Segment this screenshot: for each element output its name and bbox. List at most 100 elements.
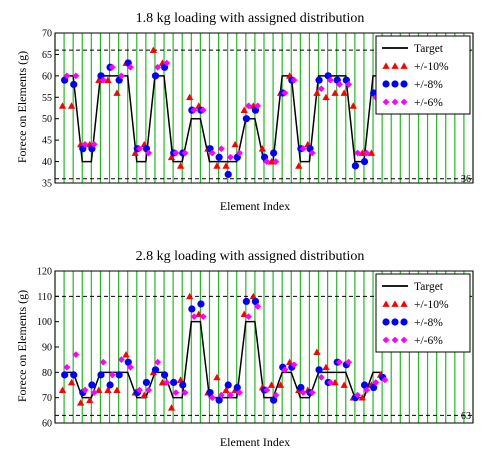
- data-point-diamond: [127, 363, 134, 371]
- data-point-diamond: [72, 351, 80, 358]
- legend: Target +/-10% +/-8% +/-6%: [375, 35, 471, 115]
- data-point-triangle: [176, 376, 185, 383]
- y-tick-label: 90: [42, 343, 52, 354]
- data-point-circle: [315, 76, 323, 84]
- data-point-diamond: [136, 386, 143, 394]
- data-point-triangle: [322, 363, 330, 371]
- data-point-triangle: [313, 89, 321, 96]
- data-point-diamond: [217, 391, 225, 399]
- data-point-diamond: [263, 386, 271, 394]
- data-point-diamond: [263, 158, 271, 165]
- reference-line-label: 36: [461, 174, 471, 185]
- data-point-circle: [251, 297, 260, 305]
- data-point-diamond: [108, 63, 116, 71]
- data-point-triangle: [140, 391, 148, 399]
- legend-swatch-diamond: [382, 336, 390, 344]
- legend-label: +/-10%: [414, 299, 449, 311]
- legend-swatch-triangle: [391, 300, 399, 307]
- data-point-diamond: [181, 389, 189, 396]
- chart-panel-2-8kg: 2.8 kg loading with assigned distributio…: [15, 249, 474, 449]
- legend-box: [375, 35, 471, 115]
- data-point-diamond: [181, 149, 189, 157]
- y-tick-label: 120: [37, 267, 52, 278]
- data-point-triangle: [95, 386, 103, 393]
- data-point-diamond: [363, 386, 371, 394]
- legend-swatch-triangle: [382, 62, 390, 69]
- y-tick-label: 110: [37, 292, 52, 303]
- data-point-triangle: [176, 162, 185, 169]
- data-point-circle: [124, 358, 132, 366]
- data-point-diamond: [381, 376, 389, 384]
- legend-label: +/-10%: [414, 61, 449, 73]
- data-point-diamond: [336, 81, 343, 88]
- data-point-circle: [270, 149, 278, 157]
- data-point-diamond: [345, 81, 352, 88]
- data-point-circle: [160, 371, 169, 379]
- data-point-triangle: [104, 76, 112, 84]
- data-point-triangle: [77, 399, 85, 406]
- legend-label: +/-6%: [414, 335, 443, 347]
- data-point-diamond: [372, 379, 380, 386]
- legend-label: +/-6%: [414, 97, 443, 109]
- legend-label: +/-8%: [414, 79, 443, 91]
- data-point-circle: [270, 396, 278, 404]
- data-point-diamond: [172, 389, 180, 396]
- data-point-triangle: [340, 381, 348, 388]
- reference-line-label: 63: [461, 411, 471, 422]
- data-point-diamond: [99, 76, 107, 84]
- data-point-diamond: [272, 158, 280, 165]
- data-point-triangle: [58, 386, 67, 393]
- data-point-circle: [297, 383, 305, 392]
- data-point-triangle: [213, 373, 221, 381]
- legend-swatch-diamond: [400, 336, 408, 344]
- data-point-triangle: [95, 76, 103, 84]
- legend-swatch-circle: [391, 80, 399, 88]
- data-point-diamond: [236, 149, 243, 157]
- data-point-circle: [151, 366, 160, 374]
- data-point-circle: [70, 371, 78, 379]
- data-point-triangle: [86, 396, 94, 404]
- data-point-circle: [179, 381, 187, 389]
- y-tick-label: 60: [42, 71, 52, 82]
- data-point-diamond: [226, 153, 234, 161]
- data-point-triangle: [58, 102, 67, 109]
- y-tick-label: 45: [42, 136, 52, 147]
- legend-swatch-diamond: [382, 98, 390, 106]
- data-point-diamond: [236, 389, 243, 396]
- y-axis-label: Forece on Elements (g): [15, 290, 29, 402]
- data-point-triangle: [195, 310, 203, 317]
- chart-panel-1-8kg: 1.8 kg loading with assigned distributio…: [15, 11, 474, 213]
- chart-title: 2.8 kg loading with assigned distributio…: [136, 249, 365, 264]
- data-point-triangle: [104, 386, 112, 393]
- plot-frame: [54, 32, 474, 184]
- data-point-triangle: [367, 149, 376, 156]
- y-tick-label: 80: [42, 368, 52, 379]
- data-point-diamond: [354, 391, 361, 399]
- data-point-circle: [106, 381, 114, 389]
- data-point-diamond: [108, 371, 116, 379]
- data-point-triangle: [267, 157, 276, 165]
- data-point-diamond: [99, 358, 107, 366]
- data-point-diamond: [281, 89, 289, 97]
- y-tick-label: 50: [42, 114, 52, 125]
- data-point-circle: [369, 383, 378, 392]
- data-point-circle: [315, 366, 323, 374]
- data-point-triangle: [295, 162, 303, 169]
- data-point-circle: [224, 170, 232, 179]
- data-point-diamond: [308, 389, 316, 396]
- y-tick-label: 100: [37, 317, 52, 328]
- data-point-diamond: [145, 386, 152, 394]
- data-point-circle: [115, 371, 123, 379]
- data-point-triangle: [358, 149, 366, 156]
- data-point-triangle: [213, 162, 221, 169]
- data-point-diamond: [154, 358, 162, 366]
- data-point-circle: [360, 381, 369, 389]
- data-point-diamond: [117, 72, 125, 80]
- data-point-triangle: [113, 386, 121, 393]
- data-point-diamond: [208, 149, 216, 157]
- data-point-triangle: [322, 93, 330, 101]
- data-point-diamond: [226, 391, 234, 399]
- y-tick-label: 70: [42, 29, 52, 40]
- data-point-diamond: [326, 379, 334, 386]
- data-point-triangle: [240, 310, 248, 317]
